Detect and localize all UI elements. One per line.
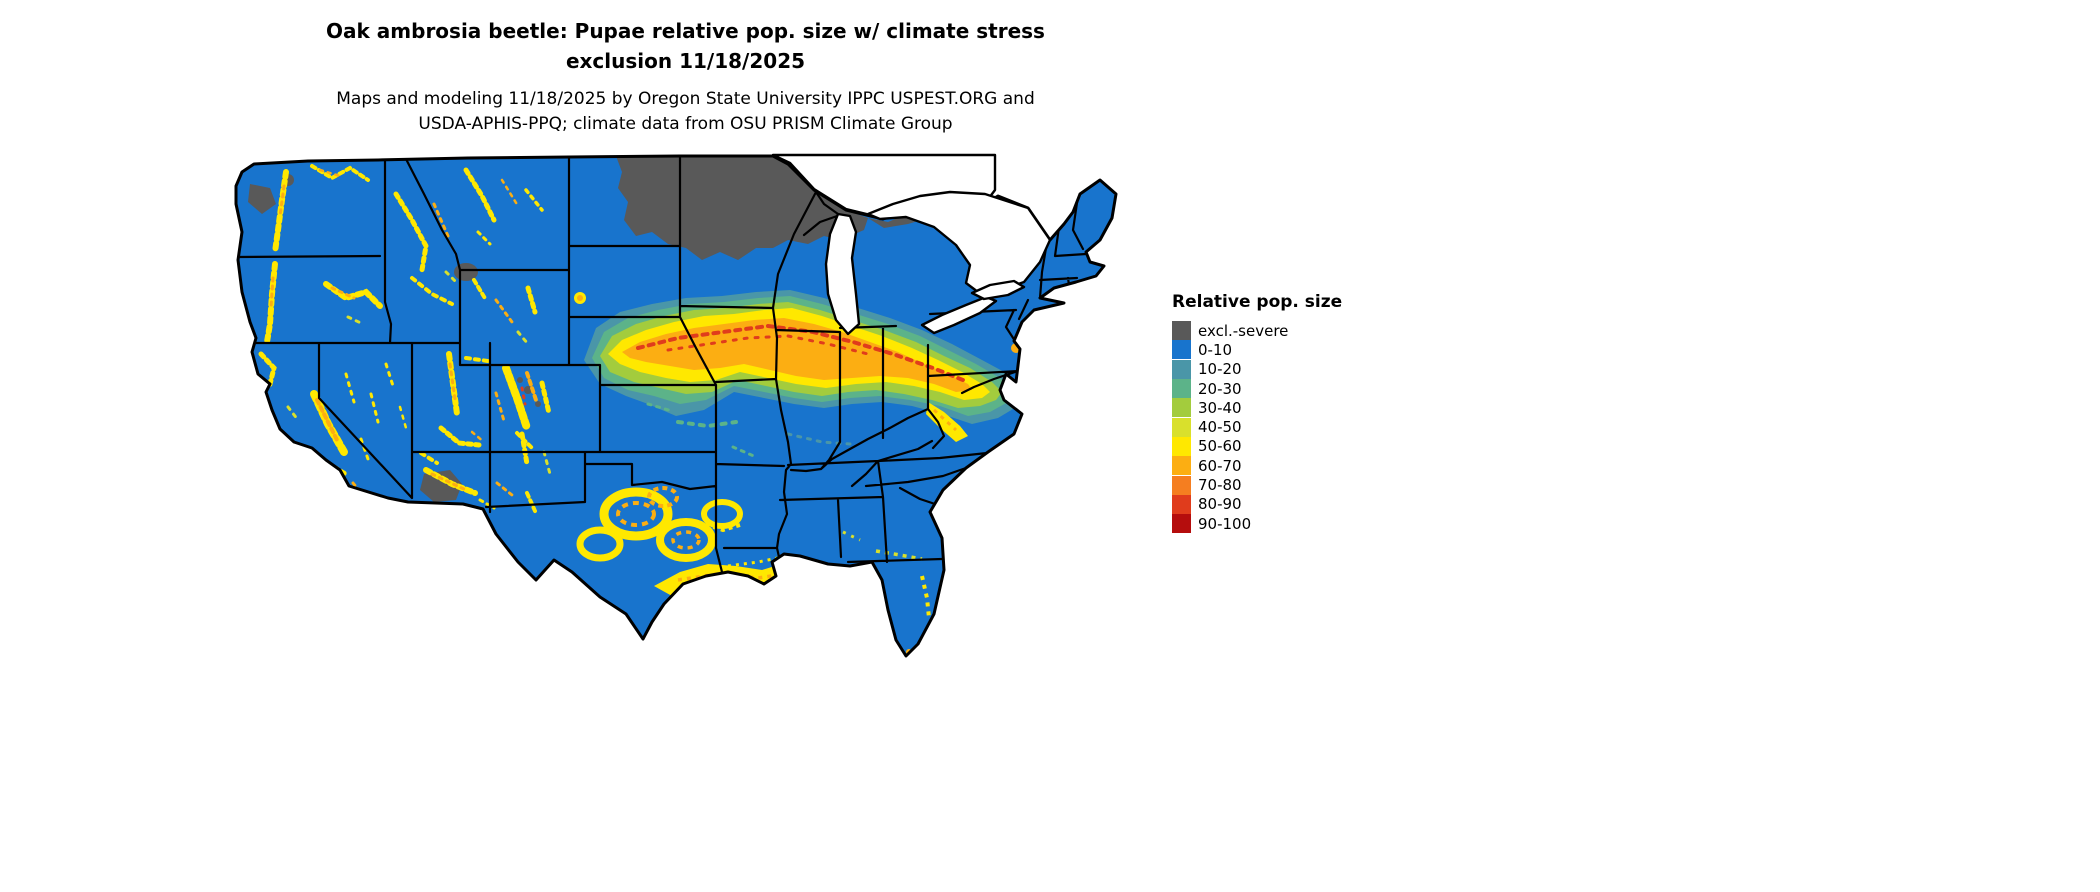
black-hills-core	[577, 295, 583, 301]
legend-item: 80-90	[1172, 494, 1342, 514]
lake-ontario	[970, 279, 1026, 301]
legend-label: 80-90	[1198, 495, 1242, 514]
legend-item: 50-60	[1172, 436, 1342, 456]
legend-label: 70-80	[1198, 476, 1242, 495]
legend-label: 40-50	[1198, 418, 1242, 437]
legend-item: 30-40	[1172, 398, 1342, 418]
map-subtitle-line1: Maps and modeling 11/18/2025 by Oregon S…	[336, 89, 1035, 109]
subtitle-block: Maps and modeling 11/18/2025 by Oregon S…	[228, 87, 1143, 137]
legend-swatch	[1172, 417, 1191, 437]
western-mountain-mottling	[258, 164, 552, 513]
map-subtitle-line2: USDA-APHIS-PPQ; climate data from OSU PR…	[418, 114, 953, 134]
legend-label: excl.-severe	[1198, 321, 1289, 340]
legend-label: 10-20	[1198, 360, 1242, 379]
legend-swatch	[1172, 359, 1191, 379]
legend-item: 20-30	[1172, 379, 1342, 399]
great-lakes	[771, 153, 1052, 336]
legend-item: 0-10	[1172, 340, 1342, 360]
legend-label: 30-40	[1198, 398, 1242, 417]
legend-swatch	[1172, 436, 1191, 456]
legend-label: 20-30	[1198, 379, 1242, 398]
map-title-line1: Oak ambrosia beetle: Pupae relative pop.…	[326, 19, 1045, 43]
title-block: Oak ambrosia beetle: Pupae relative pop.…	[228, 16, 1143, 137]
legend-item: 40-50	[1172, 417, 1342, 437]
legend-item: excl.-severe	[1172, 321, 1342, 341]
legend-swatch	[1172, 379, 1191, 399]
us-population-map	[234, 153, 1118, 658]
lake-erie	[920, 295, 998, 335]
legend-swatch	[1172, 456, 1191, 476]
legend-item: 70-80	[1172, 475, 1342, 495]
legend-swatch	[1172, 340, 1191, 360]
legend-swatch	[1172, 475, 1191, 495]
legend-swatch	[1172, 514, 1191, 534]
lake-michigan	[824, 212, 861, 336]
legend-label: 0-10	[1198, 340, 1233, 359]
legend-item: 10-20	[1172, 359, 1342, 379]
legend-item: 60-70	[1172, 456, 1342, 476]
legend-label: 50-60	[1198, 437, 1242, 456]
legend-label: 60-70	[1198, 456, 1242, 475]
legend: Relative pop. size excl.-severe 0-10 10-…	[1172, 292, 1343, 534]
legend-item: 90-100	[1172, 514, 1342, 534]
transition-speckle	[646, 402, 852, 459]
legend-swatch	[1172, 321, 1191, 341]
legend-title: Relative pop. size	[1172, 292, 1343, 312]
legend-label: 90-100	[1198, 514, 1252, 533]
legend-swatch	[1172, 398, 1191, 418]
legend-swatch	[1172, 494, 1191, 514]
map-title-line2: exclusion 11/18/2025	[565, 49, 806, 73]
